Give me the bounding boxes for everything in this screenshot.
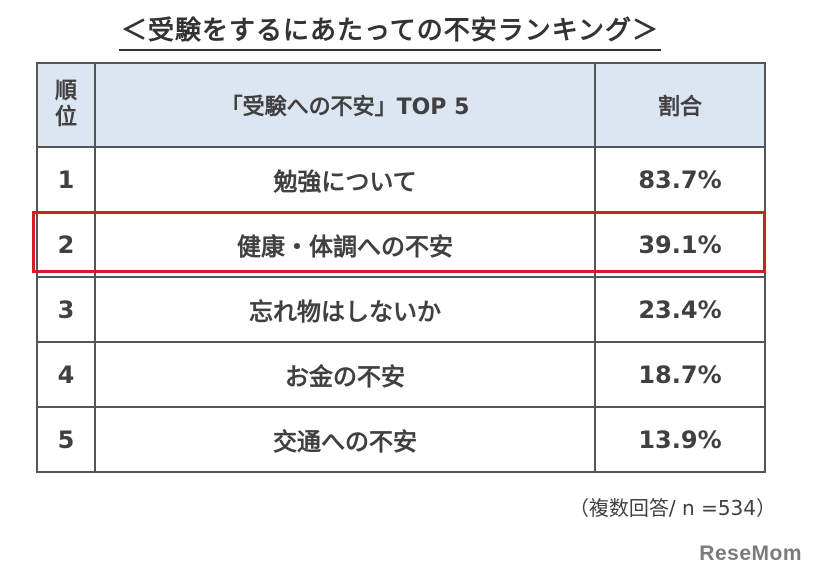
row-percentage: 23.4% [594,276,766,343]
header-percentage: 割合 [594,62,766,148]
survey-note: （複数回答/ n =534） [568,496,776,520]
row-item: 交通への不安 [94,406,596,473]
row-percentage: 83.7% [594,146,766,213]
table-row: 1 勉強について 83.7% [36,146,766,213]
row-percentage: 13.9% [594,406,766,473]
row-rank: 4 [36,341,96,408]
row-item: お金の不安 [94,341,596,408]
header-rank: 順位 [36,62,96,148]
row-rank: 2 [36,211,96,278]
table-row: 5 交通への不安 13.9% [36,406,766,473]
table-row: 4 お金の不安 18.7% [36,341,766,408]
row-rank: 3 [36,276,96,343]
row-item: 勉強について [94,146,596,213]
row-rank: 1 [36,146,96,213]
header-item: 「受験への不安」TOP 5 [94,62,596,148]
chart-title-wrap: ＜受験をするにあたっての不安ランキング＞ [0,10,780,51]
row-item: 忘れ物はしないか [94,276,596,343]
chart-title: ＜受験をするにあたっての不安ランキング＞ [119,10,661,51]
row-percentage: 39.1% [594,211,766,278]
table-row: 2 健康・体調への不安 39.1% [36,211,766,278]
table-header-row: 順位 「受験への不安」TOP 5 割合 [36,62,766,148]
ranking-table: 順位 「受験への不安」TOP 5 割合 1 勉強について 83.7% 2 健康・… [36,62,766,473]
row-item: 健康・体調への不安 [94,211,596,278]
table-row: 3 忘れ物はしないか 23.4% [36,276,766,343]
row-rank: 5 [36,406,96,473]
row-percentage: 18.7% [594,341,766,408]
resemom-logo: ReseMom [699,542,802,565]
